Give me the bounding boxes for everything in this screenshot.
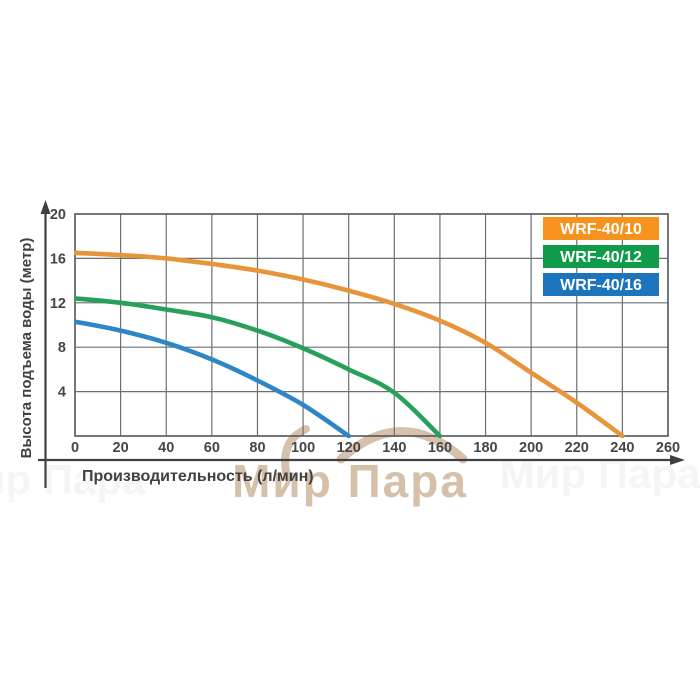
x-tick-label: 20 [113,440,129,456]
y-axis-arrow-icon [40,200,51,214]
x-tick-label: 180 [473,440,497,456]
x-tick-label: 160 [428,440,452,456]
y-tick-label: 4 [58,385,66,401]
x-tick-label: 200 [519,440,543,456]
watermark: Мир Пара Мир Пара Мир Пара [0,425,700,507]
x-tick-label: 0 [71,440,79,456]
legend-label-0: WRF-40/10 [560,221,642,238]
pump-curve-WRF-40/12 [74,296,443,439]
watermark-ghost-right: Мир Пара [500,450,700,497]
legend-swatch-1 [543,245,659,268]
legend-swatch-0 [543,217,659,240]
watermark-swoosh-icon [336,427,468,464]
plot-frame [74,213,669,437]
x-tick-label: 260 [656,440,680,456]
legend-label-1: WRF-40/12 [560,249,642,266]
y-tick-label: 20 [50,207,66,223]
legend-swatch-2 [543,273,659,296]
pump-curve-WRF-40/10 [74,250,625,439]
axes: Высота подъема воды (метр) Производитель… [18,200,685,488]
y-tick-label: 8 [58,340,66,356]
y-tick-label: 12 [50,296,66,312]
y-tick-labels: 20 16 12 8 4 [50,207,66,401]
y-tick-label: 16 [50,251,66,267]
watermark-ghost-left: Мир Пара [0,456,146,503]
x-axis-arrow-icon [670,455,685,465]
series-curves [74,250,625,439]
legend: WRF-40/10 WRF-40/12 WRF-40/16 [543,217,659,296]
legend-label-2: WRF-40/16 [560,277,642,294]
x-tick-label: 140 [382,440,406,456]
x-tick-labels: 0 20 40 60 80 100 120 140 160 180 200 220 240 260 [71,440,680,456]
x-tick-label: 100 [291,440,315,456]
x-tick-label: 40 [158,440,174,456]
x-tick-label: 240 [610,440,634,456]
x-tick-label: 80 [249,440,265,456]
pump-curve-WRF-40/16 [74,319,351,439]
watermark-swoosh-small-icon [281,425,310,481]
watermark-text: Мир Пара [232,455,468,507]
x-tick-label: 220 [565,440,589,456]
y-axis-title: Высота подъема воды (метр) [18,238,35,459]
x-tick-label: 60 [204,440,220,456]
x-axis-title: Производительность (л/мин) [82,468,314,485]
x-tick-label: 120 [337,440,361,456]
